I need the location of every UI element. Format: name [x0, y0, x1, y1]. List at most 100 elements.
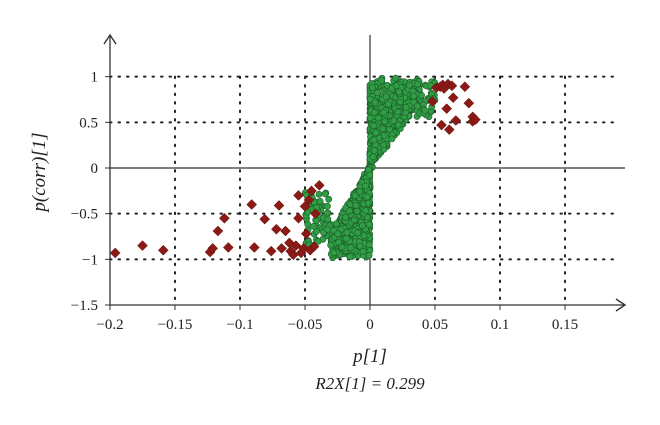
y-tick-label: −0.5	[71, 207, 98, 223]
circle-point	[370, 109, 378, 117]
circle-point	[375, 114, 382, 122]
circle-point	[335, 238, 343, 246]
diamond-point	[248, 242, 260, 253]
circle-point	[392, 74, 399, 82]
circle-point	[334, 230, 342, 238]
circle-point	[413, 102, 421, 110]
circle-point	[350, 216, 358, 224]
circle-point	[394, 108, 401, 116]
circle-point	[338, 243, 346, 251]
circle-point	[327, 241, 335, 249]
circle-point	[358, 222, 366, 230]
circle-point	[370, 147, 378, 154]
diamond-point	[109, 247, 121, 259]
circle-point	[353, 207, 361, 215]
circle-point	[365, 221, 373, 228]
diamond-point	[446, 80, 458, 92]
circle-point	[366, 95, 374, 103]
diamond-point	[436, 119, 447, 131]
circle-point	[396, 98, 404, 106]
circle-point	[371, 99, 379, 106]
diamond-point	[293, 212, 304, 224]
circle-point	[393, 82, 400, 90]
diamond-point	[290, 240, 302, 251]
circle-point	[385, 100, 392, 108]
circle-point	[382, 93, 390, 100]
diamond-point	[450, 115, 462, 126]
diamond-point	[212, 225, 224, 237]
diamond-point	[259, 213, 271, 225]
circle-point	[321, 190, 329, 198]
circle-point	[323, 209, 331, 217]
circle-point	[395, 88, 403, 96]
circle-point	[380, 109, 388, 116]
circle-point	[313, 227, 320, 235]
diamond-point	[303, 194, 315, 206]
circle-point	[356, 242, 364, 250]
x-tick-label: 0.1	[491, 317, 510, 333]
x-tick-label: −0.15	[158, 317, 193, 333]
axes	[103, 33, 627, 312]
circle-point	[361, 182, 369, 190]
circle-point	[364, 199, 372, 207]
circle-point	[383, 81, 391, 89]
circle-point	[356, 187, 364, 195]
diamond-point	[207, 243, 219, 254]
diamond-point	[459, 81, 471, 93]
circle-point	[360, 232, 368, 239]
circle-point	[366, 171, 374, 179]
circle-point	[369, 84, 376, 91]
circle-point	[394, 121, 402, 129]
circle-point	[315, 190, 323, 198]
y-tick-label: −1.5	[71, 298, 98, 314]
circle-point	[373, 89, 381, 97]
circle-points	[301, 74, 439, 262]
circle-point	[347, 244, 355, 252]
circle-point	[330, 249, 338, 257]
y-tick-label: 0	[91, 161, 99, 177]
circle-point	[363, 193, 371, 201]
circle-point	[372, 129, 380, 136]
circle-point	[365, 251, 373, 259]
diamond-point	[300, 228, 312, 240]
circle-point	[405, 81, 413, 89]
circle-point	[386, 125, 393, 133]
diamond-point	[222, 242, 234, 253]
circle-point	[316, 197, 324, 205]
circle-point	[370, 122, 377, 130]
diamond-point	[271, 223, 282, 235]
circle-point	[362, 207, 370, 214]
x-tick-label: −0.1	[226, 317, 253, 333]
diamond-point	[443, 124, 455, 135]
diamond-points	[109, 78, 481, 261]
circle-point	[312, 217, 320, 224]
diamond-point	[276, 243, 287, 254]
diamond-point	[441, 103, 453, 114]
circle-point	[421, 107, 429, 114]
y-tick-label: 0.5	[79, 115, 98, 131]
circle-point	[388, 135, 396, 143]
x-tick-label: 0.05	[422, 317, 448, 333]
circle-point	[325, 195, 333, 203]
diamond-point	[246, 199, 258, 210]
diamond-point	[219, 212, 230, 224]
circle-point	[369, 153, 377, 161]
diamond-point	[313, 179, 325, 191]
diamond-point	[273, 200, 285, 211]
circle-point	[418, 92, 425, 99]
x-axis-title: p[1]	[351, 346, 387, 367]
circle-point	[310, 222, 318, 230]
x-tick-labels: −0.2 −0.15 −0.1 −0.05 0 0.05 0.1 0.15	[96, 317, 578, 333]
circle-point	[410, 92, 417, 100]
circle-point	[343, 234, 350, 242]
diamond-point	[137, 240, 148, 251]
circle-point	[381, 118, 389, 125]
diamond-point	[308, 241, 320, 252]
x-tick-label: 0.15	[552, 317, 578, 333]
circle-point	[414, 80, 421, 88]
circle-point	[390, 117, 398, 124]
x-tick-label: −0.2	[96, 317, 123, 333]
circle-point	[304, 220, 312, 228]
y-tick-labels: −1.5 −1 −0.5 0 0.5 1	[71, 70, 98, 314]
